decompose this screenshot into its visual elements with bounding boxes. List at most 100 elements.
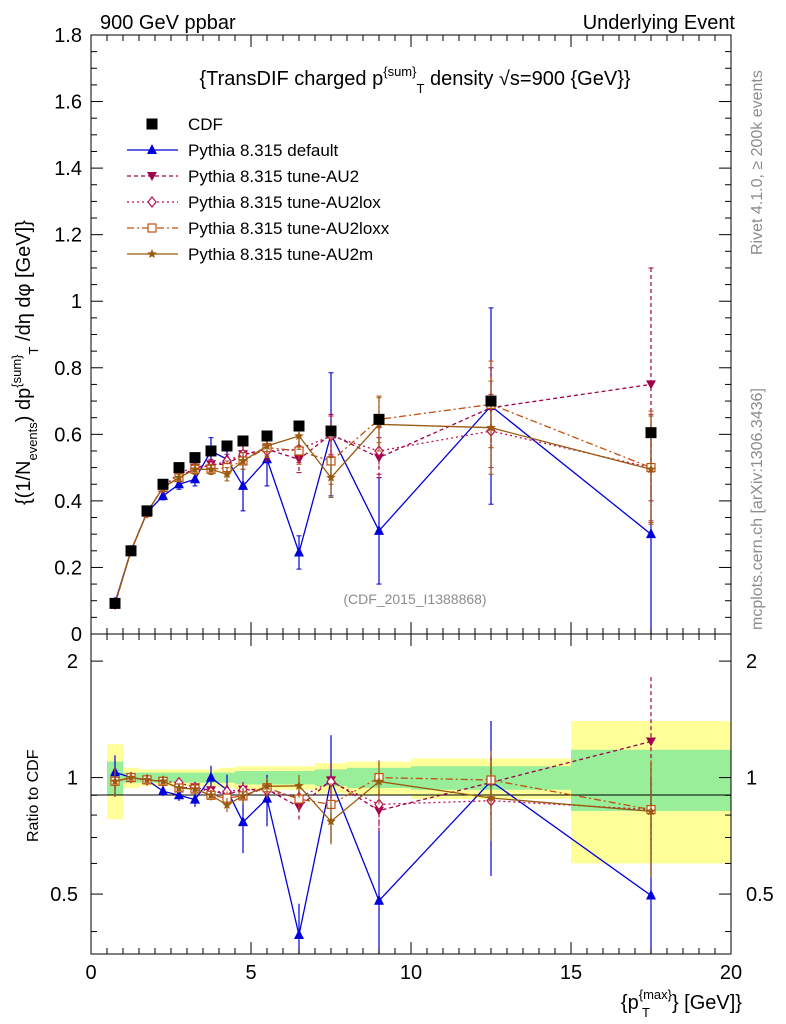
ratio-marker	[646, 806, 656, 816]
data-point	[157, 478, 169, 490]
ratio-marker	[158, 776, 168, 786]
series-marker	[174, 478, 184, 489]
ratio-band-inner	[235, 770, 251, 785]
chart-title: {TransDIF charged p{sum}T density √s=900…	[199, 64, 630, 96]
y-tick-label: 0.8	[54, 358, 82, 380]
data-point	[373, 413, 385, 425]
data-point	[221, 440, 233, 452]
header-left: 900 GeV ppbar	[100, 12, 236, 34]
series-marker	[174, 472, 184, 482]
legend-marker	[147, 223, 157, 233]
ratio-tick-label: 2	[67, 651, 78, 673]
series-marker	[206, 464, 216, 474]
x-tick-label: 5	[245, 962, 256, 984]
x-axis-label: {p{max} T} [GeV]}	[621, 987, 742, 1020]
ratio-marker	[262, 781, 272, 791]
legend-label: Pythia 8.315 tune-AU2loxx	[188, 219, 390, 238]
data-point	[293, 420, 305, 432]
y-tick-label: 1.4	[54, 158, 82, 180]
ratio-tick-label: 1	[67, 768, 78, 790]
y-tick-label: 1.2	[54, 225, 82, 247]
legend-label: Pythia 8.315 default	[188, 141, 339, 160]
series-marker	[646, 380, 656, 390]
analysis-tag: (CDF_2015_I1388868)	[343, 591, 486, 607]
data-point	[325, 425, 337, 437]
series-marker	[294, 431, 304, 440]
ratio-tick-label-right: 1	[746, 768, 757, 790]
data-point	[645, 427, 657, 439]
header-right: Underlying Event	[583, 12, 736, 34]
ratio-marker	[142, 774, 152, 784]
legend-label: Pythia 8.315 tune-AU2lox	[188, 193, 381, 212]
series-marker	[190, 473, 200, 484]
series-marker	[238, 479, 248, 490]
ratio-marker	[294, 780, 304, 790]
series-marker	[190, 464, 200, 474]
mcplots-label: mcplots.cern.ch [arXiv:1306.3436]	[749, 388, 766, 630]
data-point	[261, 430, 273, 442]
ratio-marker	[294, 928, 304, 939]
data-point	[237, 435, 249, 447]
data-point	[173, 462, 185, 474]
legend-label: Pythia 8.315 tune-AU2	[188, 167, 359, 186]
ratio-marker	[174, 783, 184, 792]
ratio-marker	[374, 776, 384, 786]
series-marker	[262, 441, 272, 450]
series-line	[114, 405, 652, 603]
legend-marker	[147, 249, 157, 258]
legend-marker	[146, 118, 158, 130]
data-point	[189, 452, 201, 464]
ratio-marker	[206, 771, 216, 782]
y-tick-label: 0.4	[54, 491, 82, 513]
series-marker	[326, 472, 336, 482]
x-tick-label: 10	[400, 962, 422, 984]
legend: CDF Pythia 8.315 default Pythia 8.315 tune…	[127, 115, 390, 264]
series-marker	[294, 546, 304, 557]
main-panel: 0 0.2 0.4 0.6 0.8 1 1.2 1.4 1.6 1.8 {TransDIF cha…	[9, 25, 732, 646]
ratio-tick-label: 0.5	[50, 884, 78, 906]
ratio-marker	[222, 800, 232, 809]
data-point	[125, 545, 137, 557]
ratio-marker	[126, 772, 136, 782]
data-point	[485, 395, 497, 407]
ratio-panel: 0 5 10 15 20 0.5 0.5 1 1 2 2 Ratio to CDF {p{max} T…	[25, 633, 774, 1020]
ratio-marker	[174, 789, 184, 800]
y-tick-label: 0.6	[54, 424, 82, 446]
x-tick-label: 0	[85, 962, 96, 984]
ratio-marker	[190, 784, 200, 794]
legend-label: Pythia 8.315 tune-AU2m	[188, 245, 373, 264]
series-marker	[158, 489, 168, 500]
ratio-marker	[646, 889, 656, 900]
series-marker	[294, 455, 304, 465]
main-frame	[90, 34, 732, 635]
ratio-marker	[486, 793, 496, 802]
x-tick-label: 20	[720, 962, 742, 984]
x-tick-label: 15	[560, 962, 582, 984]
data-point	[141, 505, 153, 517]
ratio-marker	[646, 737, 656, 747]
y-tick-label: 0	[71, 624, 82, 646]
data-point	[205, 445, 217, 457]
legend-marker	[147, 172, 157, 181]
legend-marker	[147, 196, 157, 208]
data-point	[109, 597, 121, 609]
rivet-label: Rivet 4.1.0, ≥ 200k events	[749, 70, 766, 255]
ratio-marker	[110, 776, 120, 786]
series-marker	[486, 422, 496, 432]
ratio-y-label: Ratio to CDF	[25, 749, 42, 842]
ratio-tick-label-right: 0.5	[746, 884, 774, 906]
legend-label: CDF	[188, 115, 223, 134]
y-axis-label: {(1/Nevents) dp{sum}T /dη dφ [GeV]}	[9, 220, 41, 505]
series-marker	[646, 528, 656, 539]
series-line	[114, 403, 652, 605]
y-tick-label: 0.2	[54, 557, 82, 579]
ratio-marker	[190, 793, 200, 804]
series-marker	[238, 456, 248, 465]
ratio-band-inner	[187, 772, 203, 783]
series-marker	[374, 524, 384, 535]
ratio-marker	[374, 894, 384, 905]
series-marker	[646, 464, 656, 474]
y-tick-label: 1.6	[54, 92, 82, 114]
ratio-tick-label-right: 2	[746, 651, 757, 673]
